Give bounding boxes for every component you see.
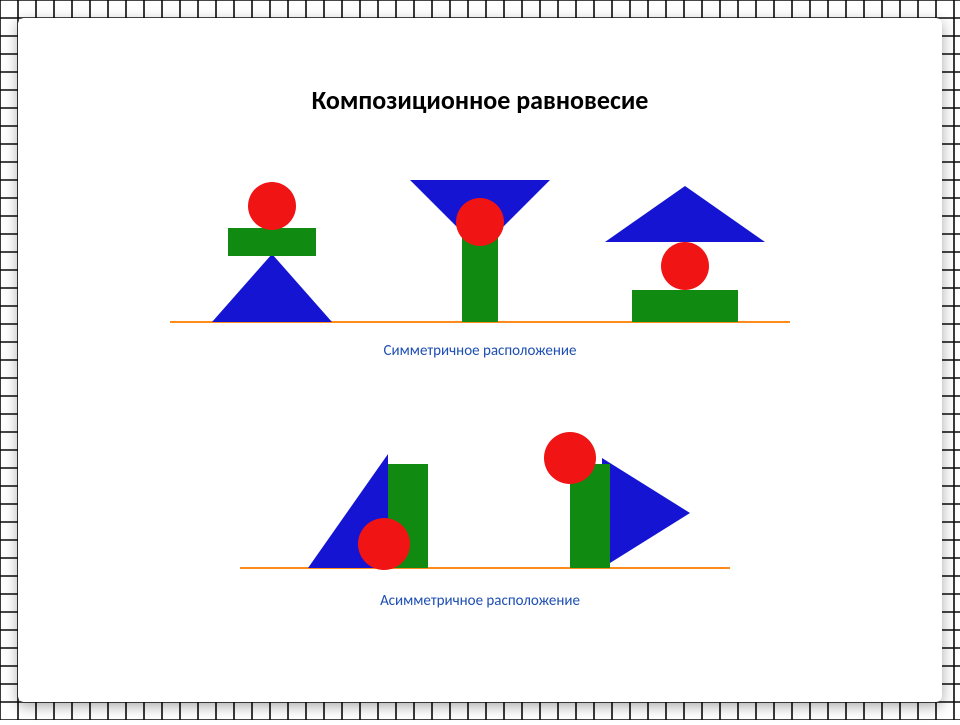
caption-asymmetric: Асимметричное расположение	[110, 592, 850, 610]
caption-symmetric: Симметричное расположение	[110, 342, 850, 360]
row-symmetric	[110, 122, 850, 340]
content-panel: Композиционное равновесие Симметричное р…	[110, 70, 850, 640]
row-asymmetric	[110, 376, 850, 590]
page-title: Композиционное равновесие	[110, 84, 850, 116]
slide-frame: Композиционное равновесие Симметричное р…	[18, 18, 942, 702]
